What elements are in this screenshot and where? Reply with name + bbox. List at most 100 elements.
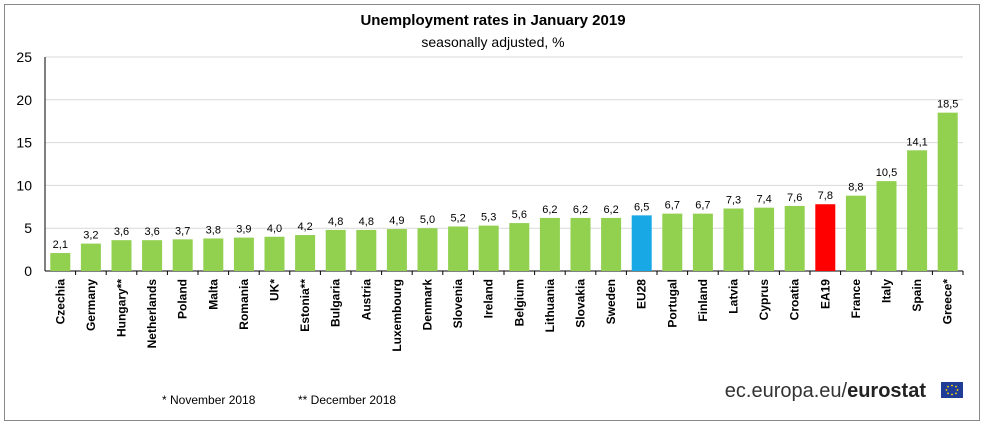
data-label: 5,3 <box>481 212 496 224</box>
footnote-december: ** December 2018 <box>298 393 397 407</box>
category-label: Croatia <box>788 279 802 321</box>
category-label: EU28 <box>635 279 649 309</box>
bar <box>539 217 560 271</box>
eu-flag-icon <box>941 382 963 398</box>
bar <box>815 204 836 271</box>
bar <box>509 223 530 271</box>
bar <box>784 205 805 271</box>
chart-subtitle: seasonally adjusted, % <box>421 34 565 50</box>
data-label: 5,6 <box>512 209 527 221</box>
category-label: Greece* <box>941 279 955 325</box>
bar <box>937 112 958 271</box>
category-label: Germany <box>84 279 98 331</box>
data-label: 18,5 <box>937 99 958 111</box>
data-label: 3,6 <box>114 226 129 238</box>
bar <box>907 150 928 271</box>
bar <box>142 240 163 271</box>
category-label: Slovakia <box>574 279 588 328</box>
data-label: 7,6 <box>787 192 802 204</box>
data-label: 14,1 <box>906 136 927 148</box>
footnote-november: * November 2018 <box>162 393 256 407</box>
bar <box>80 243 101 271</box>
data-label: 6,2 <box>573 204 588 216</box>
category-label: Ireland <box>482 279 496 318</box>
category-label: Romania <box>237 279 251 330</box>
category-label: UK* <box>268 279 282 301</box>
data-label: 6,7 <box>695 200 710 212</box>
category-label: Czechia <box>53 279 67 325</box>
category-label: Sweden <box>604 279 618 324</box>
bar <box>448 226 469 271</box>
y-tick-label: 15 <box>16 135 32 151</box>
data-label: 8,8 <box>848 182 863 194</box>
bar <box>876 181 897 271</box>
y-tick-label: 5 <box>24 220 32 236</box>
bar <box>723 208 744 271</box>
category-label: Denmark <box>421 279 435 331</box>
bar <box>754 207 775 271</box>
bar <box>325 229 346 271</box>
category-label: Belgium <box>512 279 526 326</box>
data-label: 7,3 <box>726 195 741 207</box>
bar <box>111 240 132 271</box>
data-label: 6,5 <box>634 201 649 213</box>
data-label: 4,9 <box>389 215 404 227</box>
data-label: 6,7 <box>665 200 680 212</box>
data-label: 5,2 <box>450 212 465 224</box>
data-label: 6,2 <box>542 204 557 216</box>
data-label: 5,0 <box>420 214 435 226</box>
brand-name: eurostat <box>847 380 926 402</box>
y-tick-label: 0 <box>24 263 32 279</box>
bar <box>264 236 285 271</box>
data-label: 4,2 <box>297 221 312 233</box>
bar <box>50 253 71 271</box>
category-label: Cyprus <box>757 279 771 321</box>
data-label: 4,0 <box>267 223 282 235</box>
data-label: 2,1 <box>53 239 68 251</box>
data-label: 6,2 <box>603 204 618 216</box>
bar <box>570 217 591 271</box>
bar <box>386 229 407 271</box>
category-label: Italy <box>880 279 894 303</box>
bar <box>845 195 866 271</box>
category-label: Slovenia <box>451 279 465 329</box>
category-label: Bulgaria <box>329 279 343 327</box>
data-label: 4,8 <box>328 216 343 228</box>
category-label: France <box>849 279 863 319</box>
category-label: Austria <box>359 279 373 321</box>
eurostat-branding[interactable]: ec.europa.eu/eurostat <box>725 380 926 403</box>
y-tick-label: 20 <box>16 92 32 108</box>
category-label: Portugal <box>665 279 679 328</box>
data-label: 10,5 <box>876 167 897 179</box>
bar <box>295 235 316 271</box>
data-label: 3,7 <box>175 225 190 237</box>
y-tick-label: 25 <box>16 49 32 65</box>
bar <box>631 215 652 271</box>
data-label: 4,8 <box>359 216 374 228</box>
data-label: 3,6 <box>144 226 159 238</box>
bar <box>203 238 224 271</box>
category-label: EA19 <box>818 279 832 309</box>
category-label: Lithuania <box>543 279 557 333</box>
data-label: 7,4 <box>756 194 771 206</box>
category-label: Poland <box>176 279 190 319</box>
bar <box>478 225 499 271</box>
bar <box>356 229 377 271</box>
category-label: Latvia <box>727 279 741 314</box>
category-label: Malta <box>206 279 220 310</box>
data-label: 3,2 <box>83 230 98 242</box>
category-label: Estonia** <box>298 279 312 332</box>
category-label: Finland <box>696 279 710 322</box>
data-label: 3,9 <box>236 224 251 236</box>
chart-title: Unemployment rates in January 2019 <box>360 12 626 29</box>
category-label: Hungary** <box>115 279 129 337</box>
bar <box>417 228 438 271</box>
bar <box>662 213 683 271</box>
bar <box>233 237 254 271</box>
brand-prefix: ec.europa.eu/ <box>724 380 848 402</box>
category-label: Luxembourg <box>390 279 404 352</box>
category-label: Spain <box>910 279 924 312</box>
y-tick-label: 10 <box>16 177 32 193</box>
data-label: 7,8 <box>818 190 833 202</box>
